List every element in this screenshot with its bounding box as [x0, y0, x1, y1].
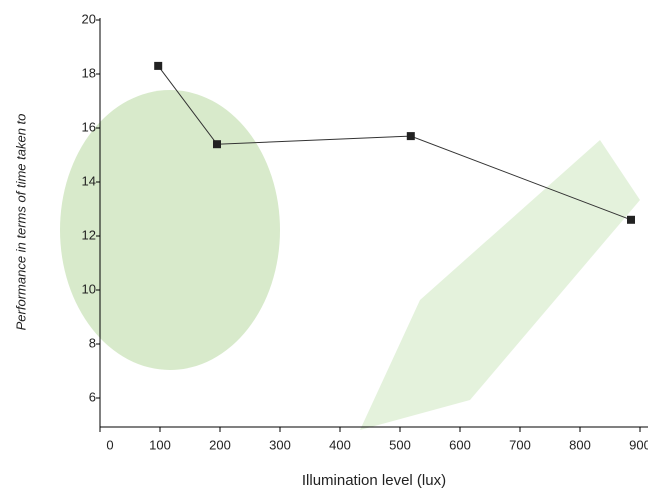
chart: Illumination level (lux) Performance in … [0, 0, 648, 495]
marker [627, 216, 635, 224]
x-tick-label: 700 [509, 437, 531, 452]
y-tick-label: 12 [82, 227, 96, 242]
x-axis-label: Illumination level (lux) [302, 472, 446, 489]
y-tick-label: 10 [82, 281, 96, 296]
marker [213, 140, 221, 148]
x-tick-label: 0 [106, 437, 113, 452]
x-tick-label: 200 [209, 437, 231, 452]
y-axis-label: Performance in terms of time taken to [13, 114, 28, 331]
y-tick-label: 14 [82, 173, 96, 188]
page: {"chart_data": {"type": "line", "x_label… [0, 0, 648, 495]
x-tick-label: 300 [269, 437, 291, 452]
marker [407, 132, 415, 140]
x-tick-label: 100 [149, 437, 171, 452]
x-tick-label: 400 [329, 437, 351, 452]
y-tick-label: 8 [89, 335, 96, 350]
x-tick-label: 800 [569, 437, 591, 452]
y-tick-label: 6 [89, 389, 96, 404]
x-tick-label: 600 [449, 437, 471, 452]
x-tick-label: 500 [389, 437, 411, 452]
y-tick-label: 20 [82, 11, 96, 26]
y-tick-label: 16 [82, 119, 96, 134]
watermark [60, 90, 640, 430]
x-tick-label: 900 [629, 437, 648, 452]
y-tick-label: 18 [82, 65, 96, 80]
marker [154, 62, 162, 70]
